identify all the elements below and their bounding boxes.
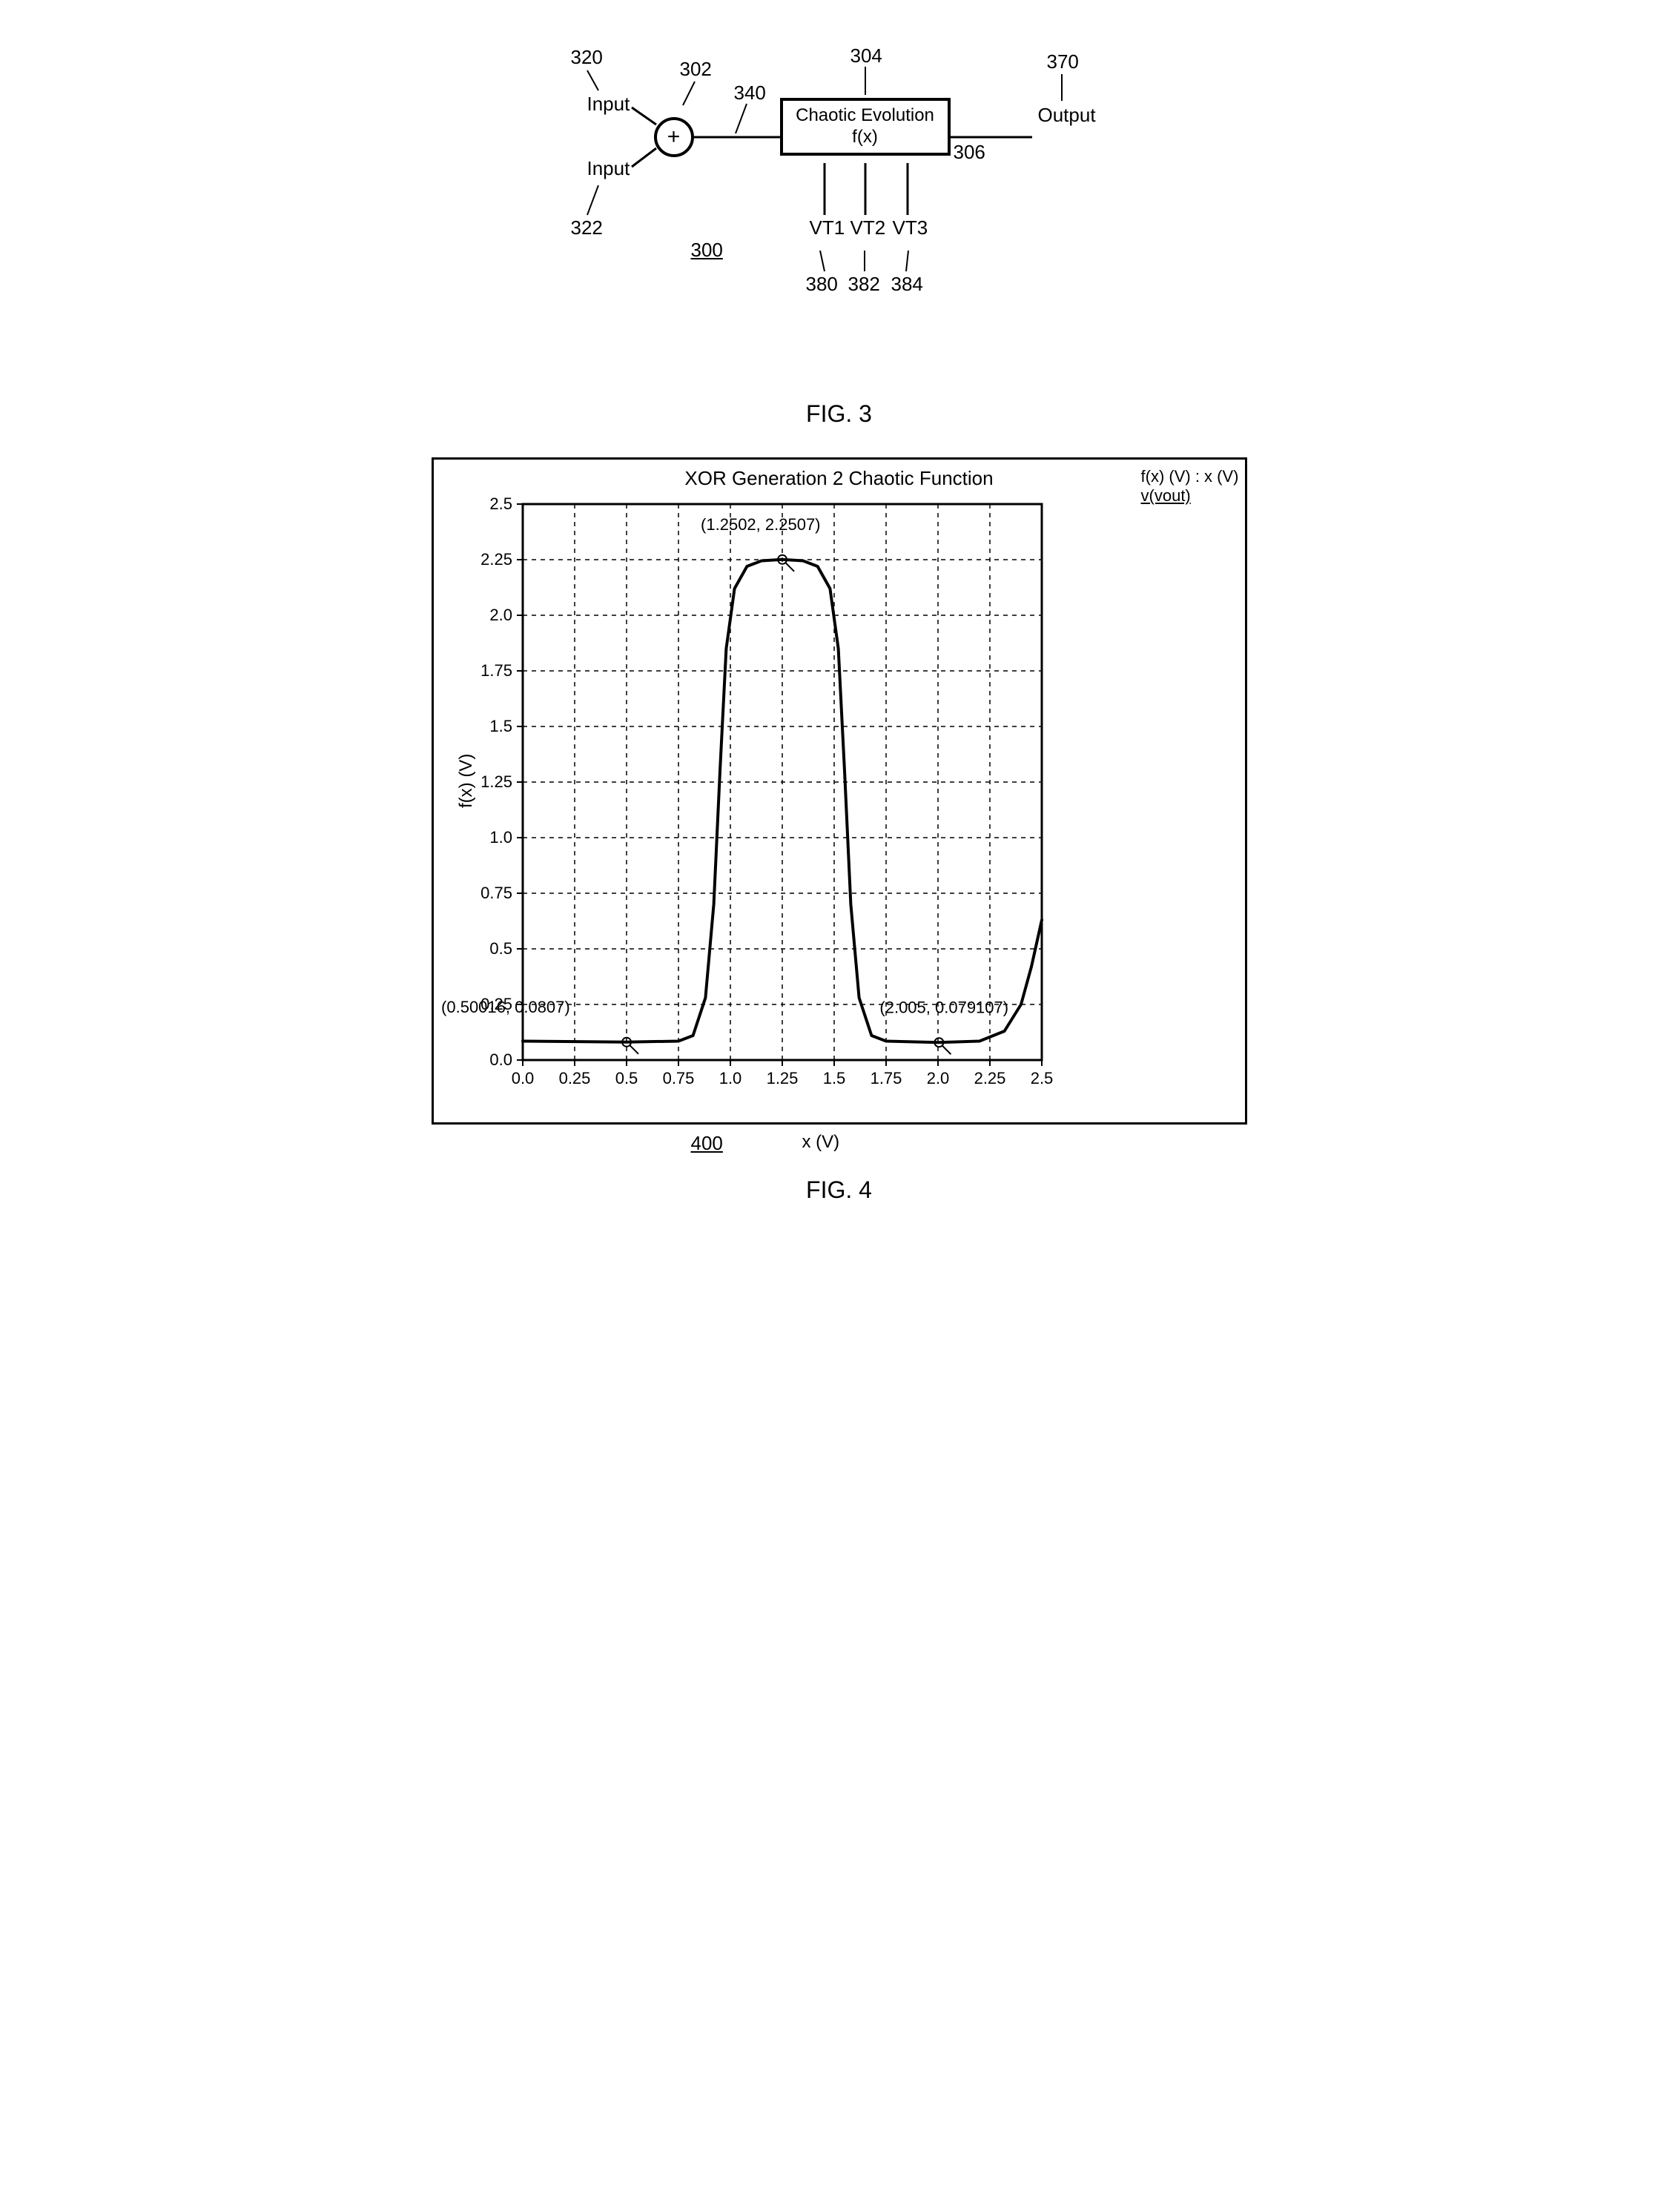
svg-text:0.5: 0.5 xyxy=(615,1069,638,1087)
fig3-diagram: 320 Input 302 + Input 322 340 304 Chaoti… xyxy=(432,30,1247,371)
svg-text:(1.2502, 2.2507): (1.2502, 2.2507) xyxy=(701,515,820,534)
chaotic-evolution-block: Chaotic Evolution f(x) xyxy=(780,98,951,156)
ref-306: 306 xyxy=(954,141,985,164)
svg-text:0.5: 0.5 xyxy=(489,939,512,958)
ref-320: 320 xyxy=(571,46,603,69)
ref-370: 370 xyxy=(1047,50,1079,73)
svg-text:1.25: 1.25 xyxy=(766,1069,798,1087)
input-top-label: Input xyxy=(587,93,630,116)
fig4-chart: XOR Generation 2 Chaotic Function f(x) (… xyxy=(432,457,1247,1125)
svg-text:2.5: 2.5 xyxy=(489,494,512,513)
svg-text:0.75: 0.75 xyxy=(480,884,512,902)
vt2-label: VT2 xyxy=(850,216,886,239)
ref-400: 400 xyxy=(691,1132,723,1155)
block-line1: Chaotic Evolution xyxy=(793,105,937,127)
fig3-caption: FIG. 3 xyxy=(432,400,1247,428)
ref-300: 300 xyxy=(691,239,723,262)
ref-304: 304 xyxy=(850,44,882,67)
svg-text:2.25: 2.25 xyxy=(480,550,512,569)
svg-text:0.75: 0.75 xyxy=(662,1069,694,1087)
svg-text:2.0: 2.0 xyxy=(926,1069,949,1087)
svg-text:1.75: 1.75 xyxy=(870,1069,902,1087)
vt1-label: VT1 xyxy=(810,216,845,239)
output-label: Output xyxy=(1038,104,1096,127)
svg-text:2.25: 2.25 xyxy=(974,1069,1005,1087)
svg-text:0.0: 0.0 xyxy=(511,1069,534,1087)
svg-text:2.5: 2.5 xyxy=(1030,1069,1053,1087)
svg-text:1.5: 1.5 xyxy=(822,1069,845,1087)
ref-340: 340 xyxy=(734,82,766,105)
svg-text:0.25: 0.25 xyxy=(558,1069,590,1087)
vt3-label: VT3 xyxy=(893,216,928,239)
svg-text:2.0: 2.0 xyxy=(489,606,512,624)
block-line2: f(x) xyxy=(793,127,937,148)
ref-322: 322 xyxy=(571,216,603,239)
ref-380: 380 xyxy=(806,273,838,296)
ref-382: 382 xyxy=(848,273,880,296)
x-axis-label: x (V) xyxy=(802,1132,840,1153)
ref-302: 302 xyxy=(680,58,712,81)
svg-text:0.0: 0.0 xyxy=(489,1050,512,1069)
chart-svg: 0.0 0.25 0.5 0.75 1.0 1.25 1.5 1.75 2.0 2.25 2.5 0.… xyxy=(434,460,1249,1127)
svg-text:1.0: 1.0 xyxy=(489,828,512,847)
svg-text:1.5: 1.5 xyxy=(489,717,512,735)
fig4-caption: FIG. 4 xyxy=(432,1176,1247,1204)
svg-text:(2.005, 0.079107): (2.005, 0.079107) xyxy=(879,998,1008,1016)
svg-text:1.75: 1.75 xyxy=(480,661,512,680)
ref-384: 384 xyxy=(891,273,923,296)
svg-text:1.0: 1.0 xyxy=(719,1069,741,1087)
svg-text:1.25: 1.25 xyxy=(480,772,512,791)
input-bottom-label: Input xyxy=(587,157,630,180)
svg-text:(0.50016, 0.0807): (0.50016, 0.0807) xyxy=(441,998,570,1016)
summing-junction: + xyxy=(654,117,694,157)
